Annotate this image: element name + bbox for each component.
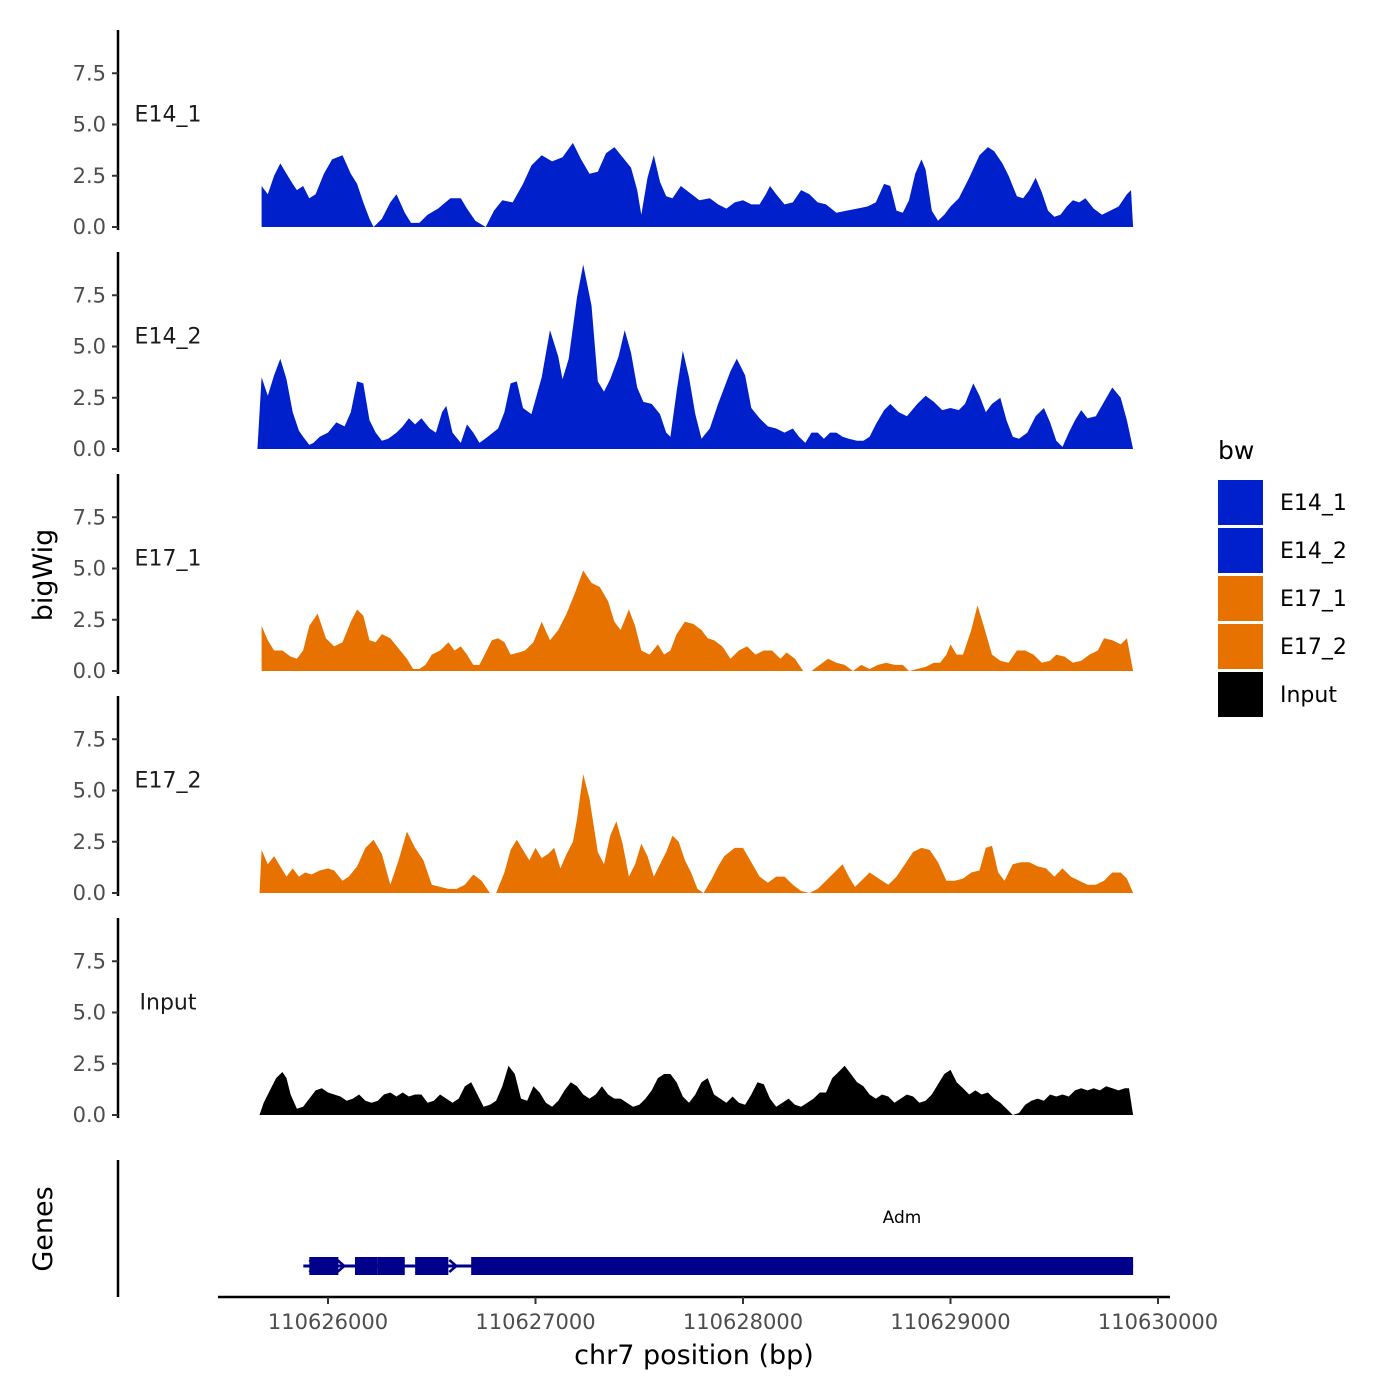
y-tick-label: 2.5 (73, 1052, 106, 1076)
y-tick-label: 7.5 (73, 727, 106, 751)
bigwig-tracks: 0.0 2.5 5.0 7.5 E14_1 0.0 2.5 5.0 7.5 E14_2 0.0 2.5… (73, 30, 1134, 1127)
track-label: Input (140, 991, 197, 1016)
gene-adm: Adm (303, 1208, 1134, 1275)
strand-arrow (336, 1259, 347, 1273)
y-tick-label: 7.5 (73, 61, 106, 85)
y-tick-label: 5.0 (73, 1001, 106, 1025)
y-tick-label: 7.5 (73, 505, 106, 529)
x-tick-label: 110630000 (1098, 1310, 1218, 1334)
track-e14-2: 0.0 2.5 5.0 7.5 E14_2 (73, 252, 1134, 461)
track-input: 0.0 2.5 5.0 7.5 Input (73, 918, 1134, 1127)
x-axis: 110626000 110627000 110628000 110629000 1106… (218, 1295, 1218, 1334)
y-tick-label: 5.0 (73, 113, 106, 137)
genes-axis-title: Genes (28, 1186, 59, 1271)
gene-exon (377, 1257, 405, 1275)
y-tick-label: 2.5 (73, 830, 106, 854)
y-tick-label: 0.0 (73, 1103, 106, 1127)
gene-exon (354, 1257, 378, 1275)
y-tick-label: 0.0 (73, 881, 106, 905)
legend-swatch (1218, 480, 1263, 525)
gene-exon (415, 1257, 449, 1275)
y-tick-label: 2.5 (73, 386, 106, 410)
genes-panel: Adm (116, 1160, 1134, 1297)
strand-arrow (448, 1259, 459, 1273)
legend-swatch (1218, 576, 1263, 621)
y-tick-label: 7.5 (73, 283, 106, 307)
track-e17-2: 0.0 2.5 5.0 7.5 E17_2 (73, 696, 1134, 905)
legend-entry: E14_1 (1218, 480, 1347, 525)
legend-label: E14_1 (1280, 491, 1347, 516)
y-tick-label: 2.5 (73, 164, 106, 188)
y-tick-label: 0.0 (73, 215, 106, 239)
gene-name-label: Adm (883, 1208, 922, 1228)
legend: bw E14_1 E14_2 E17_1 E17_2 Input (1218, 436, 1347, 717)
legend-label: E17_1 (1280, 587, 1347, 612)
signal-area-e14-2 (257, 264, 1134, 449)
y-axis-title: bigWig (28, 529, 59, 622)
x-tick-label: 110628000 (683, 1310, 803, 1334)
x-axis-title: chr7 position (bp) (574, 1340, 814, 1371)
legend-title: bw (1218, 436, 1254, 465)
legend-label: Input (1280, 683, 1337, 708)
track-label: E17_1 (135, 547, 202, 572)
legend-entry: E14_2 (1218, 528, 1347, 573)
x-tick-label: 110627000 (475, 1310, 595, 1334)
signal-area-e14-1 (261, 142, 1134, 227)
y-tick-label: 0.0 (73, 659, 106, 683)
y-tick-label: 0.0 (73, 437, 106, 461)
x-tick-label: 110629000 (890, 1310, 1010, 1334)
signal-area-input (259, 1065, 1134, 1115)
gene-exon (309, 1257, 339, 1275)
gene-exon (471, 1257, 1134, 1275)
legend-entry: E17_1 (1218, 576, 1347, 621)
y-tick-label: 5.0 (73, 557, 106, 581)
track-label: E14_1 (135, 103, 202, 128)
legend-label: E17_2 (1280, 635, 1347, 660)
y-tick-label: 2.5 (73, 608, 106, 632)
legend-entry: Input (1218, 672, 1337, 717)
y-tick-label: 5.0 (73, 779, 106, 803)
legend-swatch (1218, 624, 1263, 669)
track-e17-1: 0.0 2.5 5.0 7.5 E17_1 (73, 474, 1134, 683)
signal-area-e17-2 (259, 774, 1134, 893)
track-label: E14_2 (135, 325, 202, 350)
track-label: E17_2 (135, 769, 202, 794)
legend-label: E14_2 (1280, 539, 1347, 564)
x-tick-label: 110626000 (268, 1310, 388, 1334)
legend-swatch (1218, 528, 1263, 573)
y-tick-label: 7.5 (73, 949, 106, 973)
legend-swatch (1218, 672, 1263, 717)
track-e14-1: 0.0 2.5 5.0 7.5 E14_1 (73, 30, 1134, 239)
signal-area-e17-1 (261, 570, 1134, 671)
legend-entry: E17_2 (1218, 624, 1347, 669)
y-tick-label: 5.0 (73, 335, 106, 359)
